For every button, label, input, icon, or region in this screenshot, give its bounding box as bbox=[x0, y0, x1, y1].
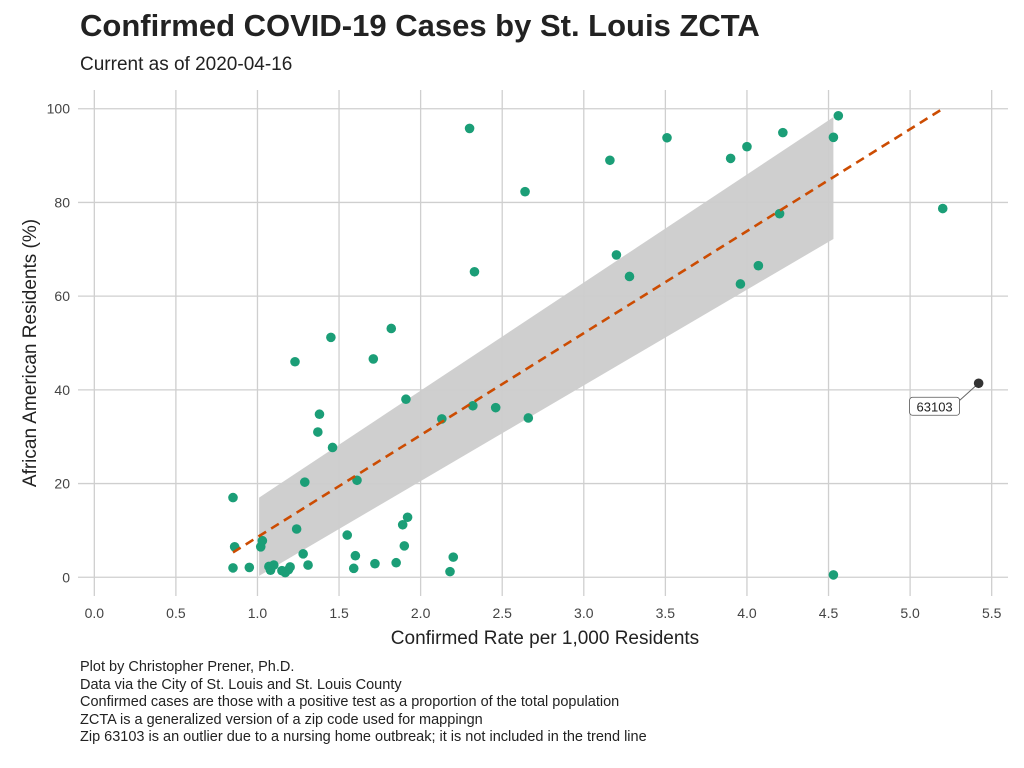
caption-line: Confirmed cases are those with a positiv… bbox=[80, 694, 620, 711]
data-point bbox=[742, 141, 752, 152]
caption-line: Plot by Christopher Prener, Ph.D. bbox=[80, 659, 295, 675]
data-point bbox=[725, 153, 736, 164]
x-tick-label: 0.5 bbox=[166, 605, 186, 621]
data-point bbox=[303, 560, 313, 570]
data-point bbox=[228, 563, 238, 573]
data-point bbox=[778, 127, 788, 138]
data-point bbox=[735, 279, 746, 289]
data-point bbox=[391, 557, 401, 568]
confidence-band-area bbox=[259, 117, 834, 576]
data-point bbox=[464, 123, 475, 134]
data-point bbox=[298, 549, 308, 559]
outlier-point bbox=[973, 378, 984, 389]
data-point bbox=[257, 535, 268, 546]
data-point bbox=[228, 492, 238, 503]
data-point bbox=[313, 427, 323, 437]
data-point bbox=[386, 323, 397, 334]
data-point bbox=[937, 203, 948, 214]
data-point bbox=[314, 409, 325, 420]
data-point bbox=[327, 442, 338, 453]
chart-title: Confirmed COVID-19 Cases by St. Louis ZC… bbox=[80, 8, 760, 43]
x-tick-label: 5.5 bbox=[982, 605, 1002, 621]
x-tick-label: 1.5 bbox=[329, 605, 349, 621]
data-point bbox=[469, 266, 480, 277]
data-point bbox=[370, 558, 380, 569]
data-point bbox=[285, 562, 295, 572]
data-point bbox=[662, 132, 672, 143]
x-tick-labels: 0.0 0.5 1.0 1.5 2.0 2.5 3.0 3.5 4.0 4.5 5.0 5.5 bbox=[85, 605, 1002, 621]
x-tick-label: 1.0 bbox=[248, 605, 268, 621]
data-point bbox=[828, 132, 839, 143]
x-tick-label: 5.0 bbox=[900, 605, 920, 621]
x-tick-label: 3.0 bbox=[574, 605, 594, 621]
data-point bbox=[605, 155, 615, 166]
data-point bbox=[244, 562, 255, 573]
x-tick-label: 4.5 bbox=[819, 605, 839, 621]
caption-line: Zip 63103 is an outlier due to a nursing… bbox=[80, 729, 647, 746]
data-point bbox=[611, 250, 622, 260]
data-point bbox=[402, 512, 413, 523]
x-tick-label: 0.0 bbox=[85, 605, 105, 621]
data-point bbox=[468, 400, 478, 411]
trend-line bbox=[232, 107, 944, 554]
outlier-label-box bbox=[909, 396, 960, 416]
data-point bbox=[833, 110, 844, 121]
y-tick-label: 20 bbox=[54, 476, 70, 492]
data-point bbox=[520, 186, 530, 197]
data-point bbox=[774, 208, 785, 219]
data-point bbox=[523, 413, 534, 423]
data-point bbox=[350, 550, 361, 561]
data-point bbox=[399, 541, 410, 551]
trend-line-group bbox=[232, 107, 944, 554]
data-point bbox=[290, 356, 300, 367]
caption-line: Data via the City of St. Louis and St. L… bbox=[80, 676, 402, 693]
data-point bbox=[753, 260, 764, 271]
outlier-label: 63103 bbox=[917, 399, 953, 414]
data-point bbox=[268, 560, 279, 570]
x-tick-label: 2.5 bbox=[492, 605, 512, 621]
data-points bbox=[228, 110, 948, 580]
data-point bbox=[445, 566, 455, 577]
data-point bbox=[624, 271, 635, 282]
caption-line: ZCTA is a generalized version of a zip c… bbox=[80, 711, 483, 728]
y-tick-label: 60 bbox=[54, 288, 70, 304]
caption: Plot by Christopher Prener, Ph.D. Data v… bbox=[80, 659, 647, 747]
data-point bbox=[448, 552, 459, 562]
data-point bbox=[368, 354, 379, 364]
data-point bbox=[397, 519, 408, 530]
y-tick-label: 80 bbox=[54, 194, 70, 210]
y-tick-labels: 0 20 40 60 80 100 bbox=[47, 101, 71, 586]
data-point bbox=[401, 394, 411, 405]
data-point bbox=[348, 563, 359, 574]
data-point bbox=[342, 530, 353, 540]
y-tick-label: 40 bbox=[54, 382, 70, 398]
data-point bbox=[828, 570, 839, 580]
x-tick-label: 2.0 bbox=[411, 605, 431, 621]
y-axis-title: African American Residents (%) bbox=[20, 219, 41, 487]
outlier-annotation: 63103 bbox=[909, 378, 984, 416]
data-point bbox=[291, 524, 302, 534]
scatter-chart: 63103 0.0 0.5 1.0 1.5 2.0 2.5 3.0 3.5 4.0 4.5 5.0 5… bbox=[20, 90, 1008, 649]
y-tick-label: 0 bbox=[62, 569, 70, 585]
y-tick-label: 100 bbox=[47, 101, 71, 117]
data-point bbox=[326, 332, 336, 343]
confidence-band bbox=[259, 117, 834, 576]
chart-subtitle: Current as of 2020-04-16 bbox=[80, 54, 293, 75]
x-axis-title: Confirmed Rate per 1,000 Residents bbox=[391, 628, 699, 649]
data-point bbox=[299, 477, 310, 487]
x-tick-label: 4.0 bbox=[737, 605, 757, 621]
data-point bbox=[490, 402, 501, 413]
x-tick-label: 3.5 bbox=[656, 605, 676, 621]
